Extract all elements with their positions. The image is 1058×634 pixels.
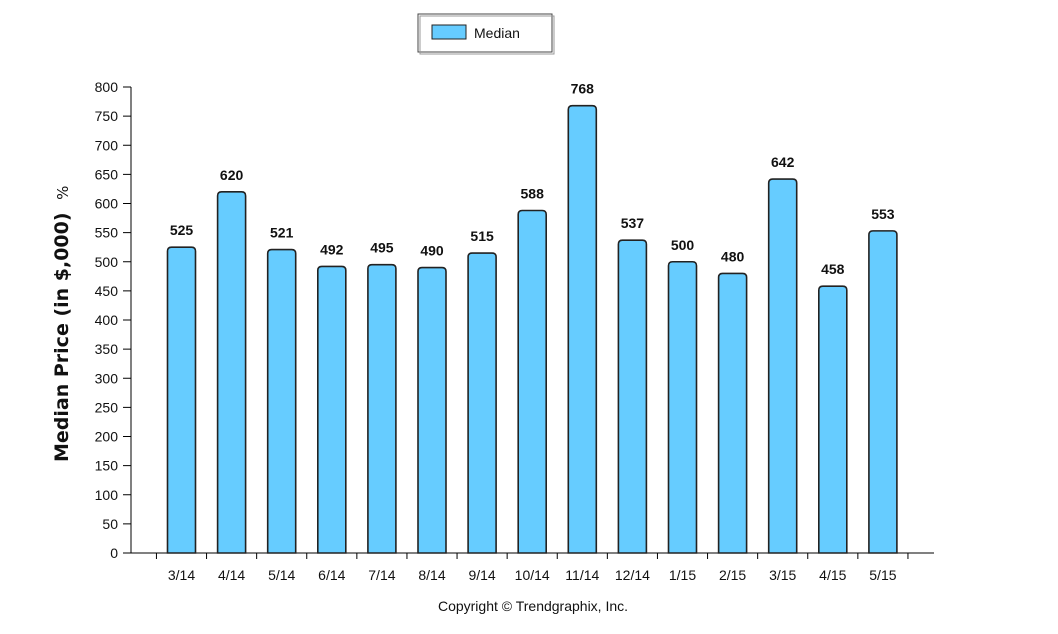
y-tick-label: 650	[95, 166, 119, 182]
data-label: 525	[170, 222, 194, 238]
y-tick-label: 350	[95, 341, 119, 357]
bar-4-15	[818, 285, 848, 554]
data-label: 521	[270, 225, 294, 241]
bar-3-15	[767, 178, 798, 554]
y-axis-title-suffix: %	[54, 186, 72, 200]
x-tick-label: 3/14	[168, 567, 195, 583]
data-label: 642	[771, 154, 795, 170]
x-tick-label: 4/15	[819, 567, 846, 583]
bar-12-14	[617, 239, 648, 554]
x-tick-label: 7/14	[368, 567, 395, 583]
bar-1-15	[667, 260, 698, 554]
data-label: 768	[571, 81, 595, 97]
data-label: 537	[621, 215, 645, 231]
y-tick-label: 200	[95, 429, 119, 445]
y-tick-label: 800	[95, 79, 119, 95]
x-tick-label: 10/14	[515, 567, 550, 583]
bar-5-15	[868, 230, 898, 554]
data-label: 492	[320, 241, 344, 257]
bar-5-14	[266, 248, 297, 554]
data-label: 500	[671, 237, 695, 253]
data-label: 620	[220, 167, 244, 183]
bars	[166, 104, 898, 554]
data-label: 490	[420, 243, 444, 259]
bar-9-14	[467, 252, 497, 554]
legend-label: Median	[474, 25, 520, 41]
bar-4-14	[216, 191, 247, 554]
y-tick-label: 400	[95, 312, 119, 328]
x-tick-label: 3/15	[769, 567, 796, 583]
y-tick-label: 600	[95, 196, 119, 212]
x-tick-label: 11/14	[565, 567, 599, 583]
y-tick-label: 450	[95, 283, 119, 299]
x-tick-label: 5/14	[268, 567, 295, 583]
bar-10-14	[517, 209, 547, 554]
y-tick-label: 300	[95, 370, 119, 386]
x-tick-label: 8/14	[418, 567, 445, 583]
y-ticks: 0 50 100 150 200 250 300 350 400 450 500 550 600 650 7…	[95, 79, 131, 561]
y-tick-label: 50	[102, 516, 118, 532]
x-tick-label: 9/14	[468, 567, 495, 583]
x-tick-label: 4/14	[218, 567, 245, 583]
y-tick-label: 150	[95, 458, 119, 474]
x-tick-label: 2/15	[719, 567, 746, 583]
x-tick-label: 12/14	[615, 567, 650, 583]
y-tick-label: 250	[95, 399, 119, 415]
y-tick-label: 700	[95, 137, 119, 153]
x-ticks: 3/14 4/14 5/14 6/14 7/14 8/14 9/14 10/14 11/14 12…	[155, 553, 909, 583]
bar-7-14	[367, 263, 397, 554]
y-tick-label: 100	[95, 487, 119, 503]
legend-swatch	[431, 24, 467, 40]
x-tick-label: 5/15	[869, 567, 896, 583]
legend-shadow	[419, 15, 555, 55]
bar-2-15	[717, 272, 748, 554]
y-tick-label: 550	[95, 225, 119, 241]
y-axis-title: Median Price (in $,000) %	[51, 186, 73, 462]
y-axis-title-text: Median Price (in $,000)	[51, 212, 73, 462]
legend: Median	[417, 13, 555, 55]
x-tick-label: 6/14	[318, 567, 345, 583]
data-label: 553	[871, 206, 895, 222]
data-label: 495	[370, 240, 394, 256]
bar-6-14	[317, 265, 347, 554]
y-tick-label: 0	[110, 545, 118, 561]
data-labels: 525 620 521 492 495 490 515 588 768 537 500 480 642 4…	[170, 81, 895, 278]
bar-11-14	[567, 104, 598, 554]
y-tick-label: 500	[95, 254, 119, 270]
y-axis-title-group: Median Price (in $,000) %	[51, 186, 73, 462]
bar-8-14	[417, 266, 447, 554]
y-tick-label: 750	[95, 108, 119, 124]
copyright-text: Copyright © Trendgraphix, Inc.	[438, 598, 628, 614]
bar-3-14	[166, 246, 197, 554]
data-label: 458	[821, 261, 845, 277]
data-label: 515	[470, 228, 494, 244]
data-label: 480	[721, 248, 745, 264]
x-tick-label: 1/15	[669, 567, 696, 583]
data-label: 588	[521, 185, 545, 201]
